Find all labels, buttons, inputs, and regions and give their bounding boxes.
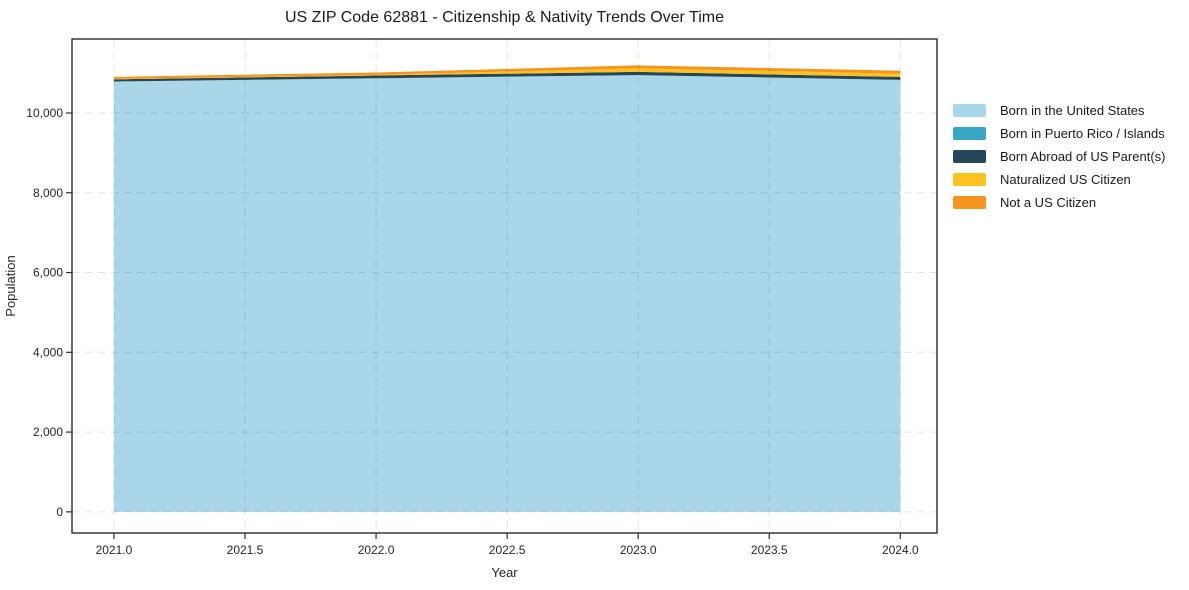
x-tick-label: 2024.0 (882, 543, 919, 557)
x-tick-label: 2022.0 (358, 543, 395, 557)
legend-label: Not a US Citizen (1000, 195, 1097, 210)
legend-swatch-icon (953, 104, 986, 117)
x-axis-label: Year (491, 565, 518, 580)
legend: Born in the United States Born in Puerto … (953, 103, 1166, 219)
x-tick-label: 2023.5 (751, 543, 788, 557)
legend-item: Not a US Citizen (953, 195, 1165, 210)
legend-item: Born in the United States (953, 103, 1165, 118)
y-tick-label: 0 (56, 505, 63, 519)
x-tick-label: 2021.0 (96, 543, 133, 557)
y-tick-label: 8,000 (33, 186, 63, 200)
legend-swatch-icon (953, 150, 986, 163)
x-tick-label: 2023.0 (620, 543, 657, 557)
legend-label: Born in the United States (1000, 103, 1145, 118)
legend-label: Naturalized US Citizen (1000, 172, 1131, 187)
x-tick-label: 2022.5 (489, 543, 526, 557)
y-tick-label: 6,000 (33, 266, 63, 280)
y-tick-label: 10,000 (26, 106, 63, 120)
y-tick-label: 2,000 (33, 425, 63, 439)
legend-item: Born in Puerto Rico / Islands (953, 126, 1165, 141)
legend-item: Naturalized US Citizen (953, 172, 1165, 187)
legend-label: Born Abroad of US Parent(s) (1000, 149, 1166, 164)
area-series-3 (113, 68, 901, 80)
area-series-2 (113, 71, 901, 82)
legend-item: Born Abroad of US Parent(s) (953, 149, 1166, 164)
legend-label: Born in Puerto Rico / Islands (1000, 126, 1165, 141)
y-tick-label: 4,000 (33, 345, 63, 359)
x-tick-label: 2021.5 (227, 543, 264, 557)
legend-swatch-icon (953, 173, 986, 186)
legend-swatch-icon (953, 127, 986, 140)
area-series-0 (113, 75, 901, 512)
chart-title: US ZIP Code 62881 - Citizenship & Nativi… (285, 9, 724, 26)
legend-swatch-icon (953, 196, 986, 209)
y-axis-label: Population (3, 255, 18, 316)
area-series-4 (113, 65, 901, 79)
plot-border (71, 38, 938, 534)
